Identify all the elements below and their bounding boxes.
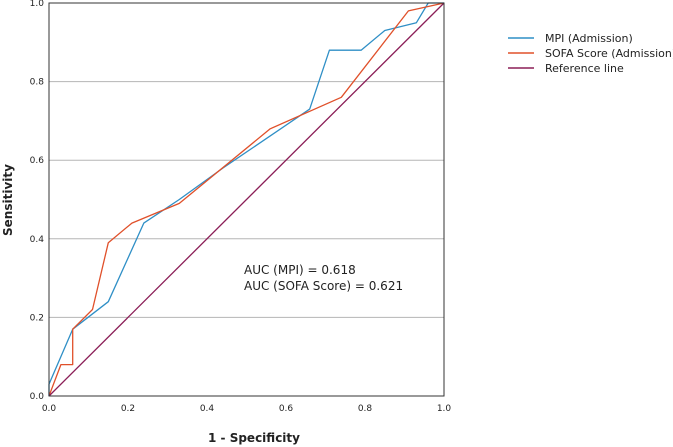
series-line-2 [48, 2, 445, 397]
y-tick-label-4: 0.8 [30, 78, 45, 88]
y-tick-label-2: 0.4 [30, 235, 45, 245]
tick-labels: 0.0 0.2 0.4 0.6 0.8 1.0 0.0 0.2 0.4 0.6 0.8 1.0 [30, 0, 452, 414]
gridlines [49, 81, 444, 318]
y-tick-label-1: 0.2 [30, 313, 44, 323]
legend-label-2: Reference line [545, 62, 624, 75]
x-tick-label-3: 0.6 [279, 404, 294, 414]
series-lines [48, 2, 445, 397]
auc-annotations: AUC (MPI) = 0.618 AUC (SOFA Score) = 0.6… [244, 263, 403, 293]
auc-mpi-annotation: AUC (MPI) = 0.618 [244, 263, 356, 277]
plot-frame [48, 2, 445, 397]
y-tick-label-3: 0.6 [30, 156, 45, 166]
x-tick-label-4: 0.8 [358, 404, 373, 414]
y-axis-title: Sensitivity [1, 164, 15, 236]
x-tick-label-0: 0.0 [42, 404, 57, 414]
series-line-1 [48, 2, 445, 397]
y-tick-label-0: 0.0 [30, 392, 45, 402]
y-tick-label-5: 1.0 [30, 0, 45, 9]
legend-label-0: MPI (Admission) [545, 32, 633, 45]
auc-sofa-annotation: AUC (SOFA Score) = 0.621 [244, 279, 403, 293]
legend-label-1: SOFA Score (Admission) [545, 47, 673, 60]
legend: MPI (Admission) SOFA Score (Admission) Ref… [508, 32, 673, 75]
x-tick-label-2: 0.4 [200, 404, 215, 414]
x-axis-title: 1 - Specificity [208, 431, 300, 445]
x-tick-label-5: 1.0 [437, 404, 452, 414]
series-line-0 [48, 2, 444, 396]
x-tick-label-1: 0.2 [121, 404, 135, 414]
